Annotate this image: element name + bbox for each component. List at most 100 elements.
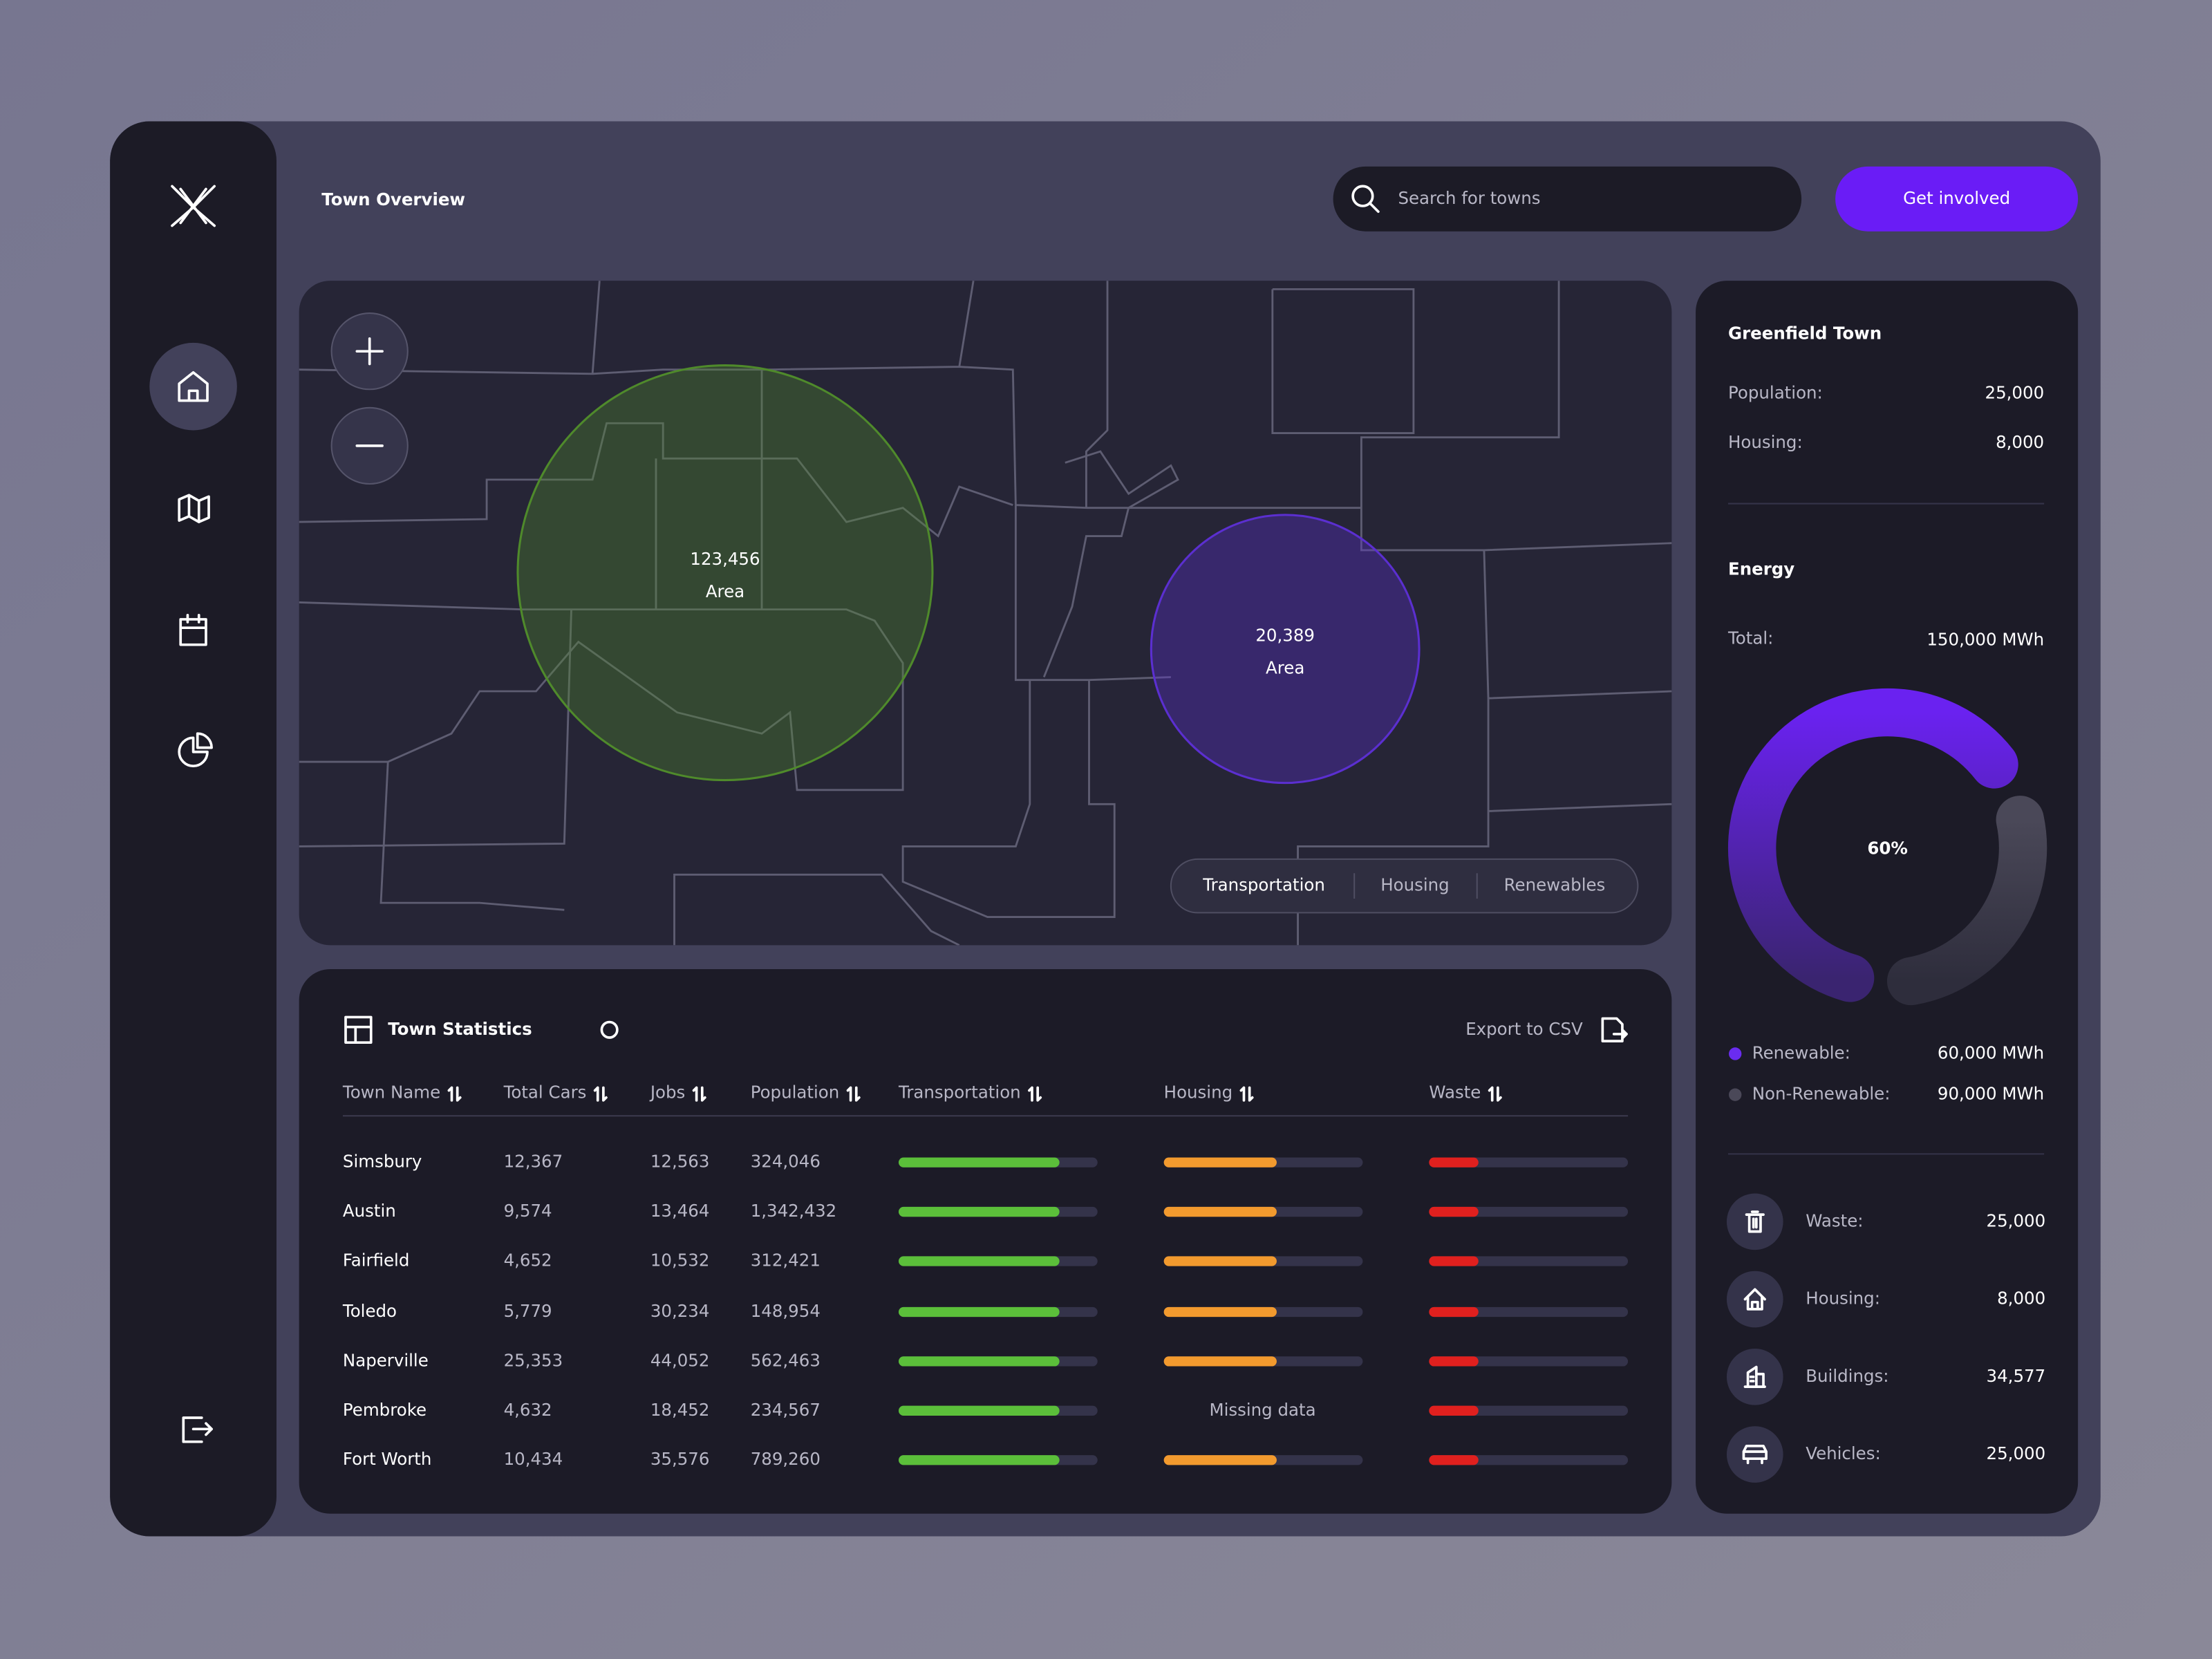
town-name: Simsbury xyxy=(343,1152,422,1172)
bar-track xyxy=(1429,1256,1629,1266)
bar-fill xyxy=(899,1206,1060,1217)
home-icon xyxy=(178,371,209,402)
town-name: Naperville xyxy=(343,1350,429,1370)
sort-icon xyxy=(1239,1086,1254,1102)
sort-icon xyxy=(447,1086,462,1102)
bar-fill xyxy=(1429,1405,1479,1416)
map-bubble[interactable] xyxy=(1150,514,1421,785)
cell: 789,260 xyxy=(751,1449,821,1469)
tab-dividers xyxy=(1353,873,1478,899)
cell: 5,779 xyxy=(504,1301,552,1321)
metric-icon-bg xyxy=(1726,1349,1783,1405)
nav-map[interactable] xyxy=(178,494,210,523)
sort-icon xyxy=(593,1086,608,1102)
bar-track xyxy=(1429,1306,1629,1318)
bar-fill xyxy=(1429,1256,1479,1266)
nav-calendar[interactable] xyxy=(179,613,207,646)
stat-value: 8,000 xyxy=(1996,432,2044,452)
column-header[interactable]: Jobs xyxy=(649,1082,685,1103)
info-icon xyxy=(600,1020,619,1039)
bar-track xyxy=(1429,1455,1629,1465)
bar-fill xyxy=(1429,1206,1479,1217)
stat-value: 25,000 xyxy=(1985,382,2045,402)
bar-fill xyxy=(899,1405,1060,1416)
cell: 44,052 xyxy=(650,1350,710,1370)
cell: 12,367 xyxy=(504,1152,563,1172)
column-header[interactable]: Transportation xyxy=(898,1082,1021,1103)
map-tab[interactable]: Transportation xyxy=(1202,875,1325,895)
cell: 18,452 xyxy=(650,1400,710,1420)
search-box[interactable] xyxy=(1333,166,1802,232)
logout[interactable] xyxy=(182,1416,213,1443)
metric-label: Housing: xyxy=(1806,1288,1880,1309)
sort-icon xyxy=(692,1086,706,1102)
map-tab[interactable]: Renewables xyxy=(1504,875,1606,895)
bar-fill xyxy=(899,1306,1060,1318)
column-header[interactable]: Housing xyxy=(1164,1082,1232,1103)
town-name: Greenfield Town xyxy=(1728,324,1882,344)
cell: 9,574 xyxy=(504,1201,552,1221)
bar-fill xyxy=(1429,1455,1479,1465)
cell: 10,434 xyxy=(504,1449,563,1469)
bar-fill xyxy=(899,1356,1060,1367)
sort-icon xyxy=(1028,1086,1042,1102)
cell: 4,632 xyxy=(504,1400,552,1420)
sort-icon xyxy=(1488,1086,1502,1102)
map-tabs xyxy=(1170,858,1639,914)
bar-track xyxy=(1429,1157,1629,1168)
town-name: Fort Worth xyxy=(343,1449,431,1469)
cta-label: Get involved xyxy=(1903,188,2010,208)
table-icon xyxy=(344,1015,373,1044)
cell: 4,652 xyxy=(504,1250,552,1270)
cell: 312,421 xyxy=(751,1250,821,1270)
cta-button[interactable] xyxy=(1835,166,2079,232)
metric-value: 8,000 xyxy=(1997,1288,2045,1309)
town-name: Pembroke xyxy=(343,1400,427,1420)
metric-value: 34,577 xyxy=(1987,1366,2046,1386)
search-icon-handle xyxy=(1368,202,1380,213)
bar-fill xyxy=(899,1455,1060,1465)
cell: 234,567 xyxy=(751,1400,821,1420)
metric-value: 25,000 xyxy=(1987,1443,2046,1463)
bar-track xyxy=(1429,1206,1629,1217)
map-panel xyxy=(299,281,1672,946)
column-header[interactable]: Town Name xyxy=(342,1082,440,1103)
column-header[interactable]: Population xyxy=(751,1082,840,1103)
town-name: Toledo xyxy=(342,1301,397,1321)
nav-home[interactable] xyxy=(149,342,237,431)
energy-title: Energy xyxy=(1728,559,1794,579)
page-title: Town Overview xyxy=(321,189,465,209)
metric-icon xyxy=(1745,1210,1765,1233)
metric-icon-bg xyxy=(1726,1193,1783,1250)
bar-fill xyxy=(1163,1206,1277,1217)
column-header[interactable]: Total Cars xyxy=(503,1082,587,1103)
export-icon[interactable] xyxy=(1601,1017,1628,1042)
map-bubble[interactable] xyxy=(516,364,934,782)
column-header[interactable]: Waste xyxy=(1429,1082,1481,1103)
metric-label: Waste: xyxy=(1806,1210,1863,1230)
logo xyxy=(171,185,216,227)
cell: 35,576 xyxy=(650,1449,710,1469)
energy-total-label: Total: xyxy=(1727,628,1773,648)
legend-label: Renewable: xyxy=(1752,1042,1850,1062)
map-outlines xyxy=(299,281,1672,946)
cell: 25,353 xyxy=(504,1350,563,1370)
cell: 562,463 xyxy=(751,1350,821,1370)
export-label[interactable]: Export to CSV xyxy=(1465,1019,1583,1039)
metric-value: 25,000 xyxy=(1987,1210,2046,1230)
legend-value: 60,000 MWh xyxy=(1938,1042,2044,1062)
bar-track xyxy=(1429,1405,1629,1416)
cell: 13,464 xyxy=(650,1201,710,1221)
cell: 148,954 xyxy=(751,1301,821,1321)
missing-data: Missing data xyxy=(1209,1400,1315,1420)
map-tab[interactable]: Housing xyxy=(1380,875,1449,895)
metric-icon-bg xyxy=(1726,1271,1783,1328)
cell: 12,563 xyxy=(650,1152,710,1172)
sidebar xyxy=(110,121,276,1537)
search-placeholder: Search for towns xyxy=(1398,188,1540,208)
nav-reports[interactable] xyxy=(178,732,213,767)
statistics-panel xyxy=(299,969,1672,1514)
metric-label: Vehicles: xyxy=(1806,1443,1881,1463)
